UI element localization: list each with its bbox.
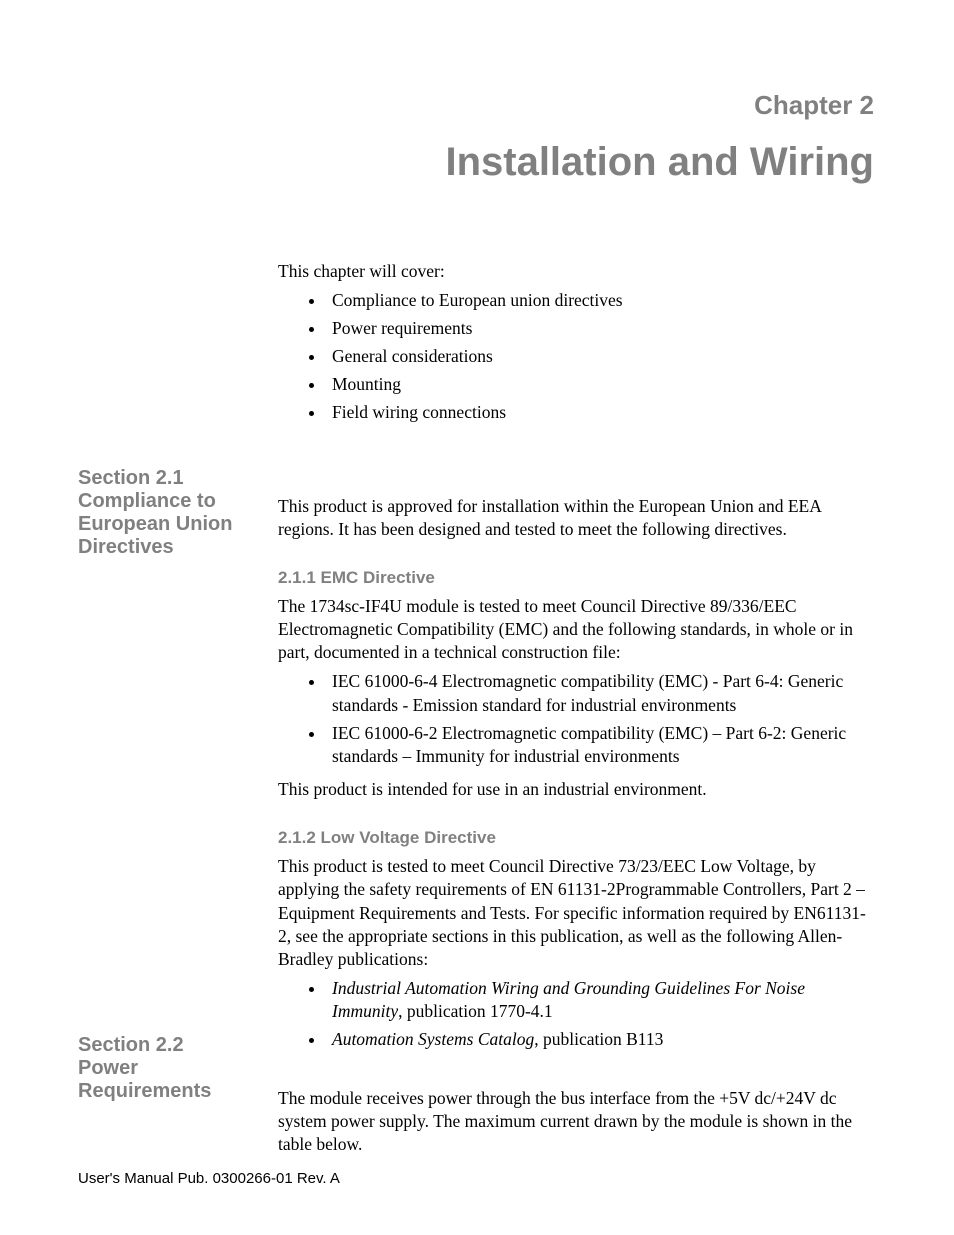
section-title-line: Power Requirements: [78, 1057, 211, 1102]
emc-tail: This product is intended for use in an i…: [278, 778, 866, 801]
section-title-line: European Union: [78, 513, 232, 535]
intro-lead: This chapter will cover:: [278, 260, 866, 283]
section-eu-body: This product is approved for installatio…: [278, 495, 866, 1052]
section-title-line: Compliance to: [78, 490, 216, 512]
section-number: Section 2.1: [78, 467, 184, 489]
list-item: Compliance to European union directives: [326, 289, 866, 312]
chapter-label: Chapter 2: [754, 90, 874, 121]
intro-section: This chapter will cover: Compliance to E…: [278, 260, 866, 425]
list-item: Power requirements: [326, 317, 866, 340]
list-item: Mounting: [326, 373, 866, 396]
list-item: IEC 61000-6-2 Electromagnetic compatibil…: [326, 722, 866, 768]
page-footer: User's Manual Pub. 0300266-01 Rev. A: [78, 1170, 340, 1187]
emc-bullet-list: IEC 61000-6-4 Electromagnetic compatibil…: [278, 670, 866, 767]
emc-subheading: 2.1.1 EMC Directive: [278, 567, 866, 589]
lv-publication-list: Industrial Automation Wiring and Groundi…: [278, 977, 866, 1051]
emc-paragraph: The 1734sc-IF4U module is tested to meet…: [278, 595, 866, 664]
list-item: Automation Systems Catalog, publication …: [326, 1028, 866, 1051]
list-item: Industrial Automation Wiring and Groundi…: [326, 977, 866, 1023]
section-number: Section 2.2: [78, 1034, 184, 1056]
document-page: Chapter 2 Installation and Wiring This c…: [0, 0, 954, 1235]
publication-ref: , publication B113: [534, 1029, 663, 1049]
list-item: Field wiring connections: [326, 401, 866, 424]
publication-title: Automation Systems Catalog: [332, 1029, 534, 1049]
publication-ref: , publication 1770-4.1: [398, 1001, 553, 1021]
intro-bullet-list: Compliance to European union directives …: [278, 289, 866, 424]
power-paragraph: The module receives power through the bu…: [278, 1087, 866, 1156]
section-heading-eu: Section 2.1 Compliance to European Union…: [78, 467, 273, 559]
lv-paragraph: This product is tested to meet Council D…: [278, 855, 866, 970]
list-item: IEC 61000-6-4 Electromagnetic compatibil…: [326, 670, 866, 716]
section-heading-power: Section 2.2 Power Requirements: [78, 1034, 273, 1103]
section-title-line: Directives: [78, 536, 174, 558]
section-power-body: The module receives power through the bu…: [278, 1087, 866, 1156]
lv-subheading: 2.1.2 Low Voltage Directive: [278, 827, 866, 849]
chapter-title: Installation and Wiring: [445, 140, 874, 185]
eu-intro-paragraph: This product is approved for installatio…: [278, 495, 866, 541]
list-item: General considerations: [326, 345, 866, 368]
